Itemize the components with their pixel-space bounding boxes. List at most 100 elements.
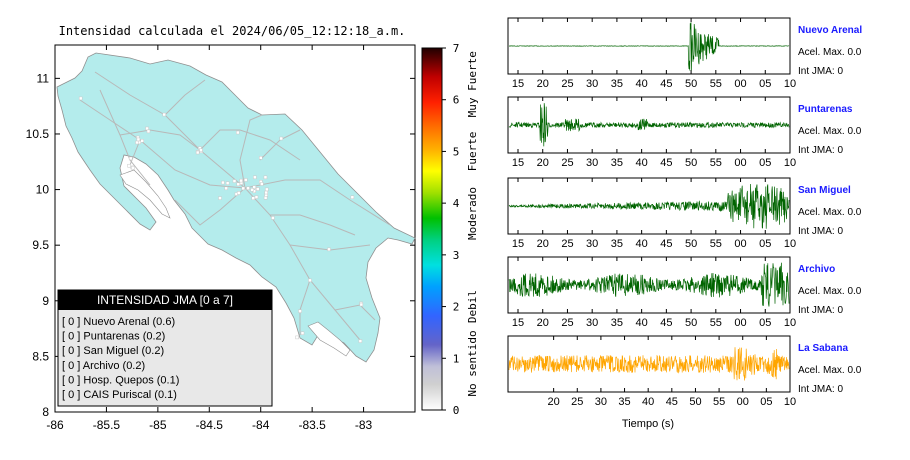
station-info: Int JMA: 0	[798, 384, 843, 395]
seismogram-tick-label: 05	[759, 238, 771, 250]
town-marker	[253, 175, 257, 180]
town-marker	[308, 278, 312, 283]
town-marker	[350, 195, 355, 199]
station-info: Int JMA: 0	[798, 66, 843, 77]
seismogram-tick-label: 15	[512, 238, 524, 250]
seismogram-tick-label: 20	[537, 157, 549, 169]
seismogram-tick-label: 40	[636, 238, 648, 250]
intensity-colorbar	[421, 47, 443, 411]
seismogram-tick-label: 05	[759, 157, 771, 169]
seismogram-tick-label: 45	[660, 317, 672, 329]
road	[174, 187, 246, 226]
seismogram-panel: 15 20 25 30 35 40 45 50 55 00 05 10 Puntarenas Acel. …	[507, 96, 862, 169]
town-marker	[241, 186, 246, 191]
seismogram-tick-label: 50	[685, 238, 697, 250]
town-marker	[199, 148, 203, 152]
town-marker	[243, 178, 248, 182]
station-info: Acel. Max. 0.0	[798, 286, 862, 297]
intensity-legend: INTENSIDAD JMA [0 a 7] [ 0 ] Nuevo Arena…	[57, 289, 273, 407]
town-marker	[298, 309, 302, 313]
seismogram-tick-label: 55	[710, 238, 722, 250]
seismogram-tick-label: 40	[636, 78, 648, 90]
seismogram-tick-label: 35	[611, 78, 623, 90]
seismogram-tick-label: 30	[586, 78, 598, 90]
map-xtick-label: -85.5	[93, 418, 121, 432]
town-marker	[236, 182, 241, 187]
seismogram-tick-label: 10	[784, 238, 796, 250]
town-marker	[236, 130, 240, 135]
colorbar-tick-label: 7	[453, 42, 460, 55]
town-markers	[78, 96, 364, 343]
map-ytick-label: 9	[42, 294, 49, 308]
town-marker	[264, 190, 268, 195]
intensity-category-label: Moderado	[466, 187, 479, 240]
station-name: La Sabana	[798, 343, 848, 354]
seismogram-tick-label: 25	[561, 78, 573, 90]
town-marker	[128, 156, 133, 161]
town-marker	[256, 187, 260, 191]
town-marker	[135, 140, 139, 145]
seismogram-tick-label: 35	[611, 238, 623, 250]
seismogram-tick-label: 50	[685, 157, 697, 169]
town-marker	[260, 182, 264, 186]
town-marker	[279, 136, 283, 141]
town-marker	[224, 186, 228, 191]
map-title: Intensidad calculada el 2024/06/05_12:12…	[59, 24, 406, 38]
seismogram-panel: 15 20 25 30 35 40 45 50 55 00 05 10 Archivo Acel. Max…	[507, 256, 862, 329]
map-ytick-label: 11	[37, 71, 50, 85]
seismogram-tick-label: 15	[512, 78, 524, 90]
road	[99, 89, 151, 186]
map-xtick-label: -84	[252, 418, 270, 432]
road	[244, 187, 361, 341]
seismogram-trace	[508, 262, 790, 307]
seismogram-tick-label: 30	[595, 396, 607, 408]
seismogram-tick-label: 10	[784, 157, 796, 169]
colorbar-tick-label: 4	[453, 197, 460, 210]
station-info: Acel. Max. 0.0	[798, 47, 862, 58]
seismogram-tick-label: 15	[512, 157, 524, 169]
town-marker	[162, 112, 166, 117]
seismogram-tick-label: 20	[537, 78, 549, 90]
road	[79, 99, 246, 189]
seismogram-tick-label: 15	[512, 317, 524, 329]
station-info: Acel. Max. 0.0	[798, 207, 862, 218]
town-marker	[225, 181, 230, 185]
seismogram-tick-label: 00	[734, 317, 746, 329]
seismogram-tick-label: 10	[784, 396, 796, 408]
town-marker	[300, 331, 305, 335]
seismogram-panel: 15 20 25 30 35 40 45 50 55 00 05 10 San Miguel Acel. …	[507, 177, 862, 250]
legend-item: [ 0 ] Archivo (0.2)	[62, 360, 145, 372]
town-marker	[263, 196, 268, 200]
seismogram-trace	[508, 347, 790, 381]
town-marker	[140, 139, 144, 143]
intensity-category-label: Fuerte	[466, 132, 479, 172]
station-name: San Miguel	[798, 185, 851, 196]
map-xtick-label: -83	[355, 418, 373, 432]
seismogram-tick-label: 20	[537, 238, 549, 250]
colorbar-tick-label: 0	[453, 404, 460, 417]
seismogram-tick-label: 30	[586, 157, 598, 169]
road	[270, 214, 356, 236]
seismogram-tick-label: 55	[710, 317, 722, 329]
seismogram-tick-label: 05	[759, 317, 771, 329]
colorbar-tick-label: 2	[453, 301, 460, 314]
map-ytick-label: 9.5	[32, 238, 49, 252]
town-marker	[218, 196, 222, 200]
seismogram-trace	[508, 103, 790, 147]
station-info: Acel. Max. 0.0	[798, 126, 862, 137]
seismogram-tick-label: 35	[611, 317, 623, 329]
seismogram-tick-label: 25	[561, 157, 573, 169]
town-marker	[236, 191, 241, 195]
legend-title: INTENSIDAD JMA [0 a 7]	[97, 293, 233, 307]
intensity-category-label: No sentido	[466, 330, 479, 396]
seismogram-tick-label: 00	[734, 78, 746, 90]
station-name: Puntarenas	[798, 104, 853, 115]
map-ytick-label: 10	[36, 183, 50, 197]
seismogram-tick-label: 25	[561, 238, 573, 250]
seismogram-panel: 15 20 25 30 35 40 45 50 55 00 05 10 Nuevo Arenal Acel…	[507, 17, 862, 90]
seismogram-tick-label: 40	[636, 157, 648, 169]
seismogram-tick-label: 40	[636, 317, 648, 329]
seismogram-tick-label: 00	[737, 396, 749, 408]
road	[119, 129, 201, 151]
town-marker	[78, 96, 83, 101]
